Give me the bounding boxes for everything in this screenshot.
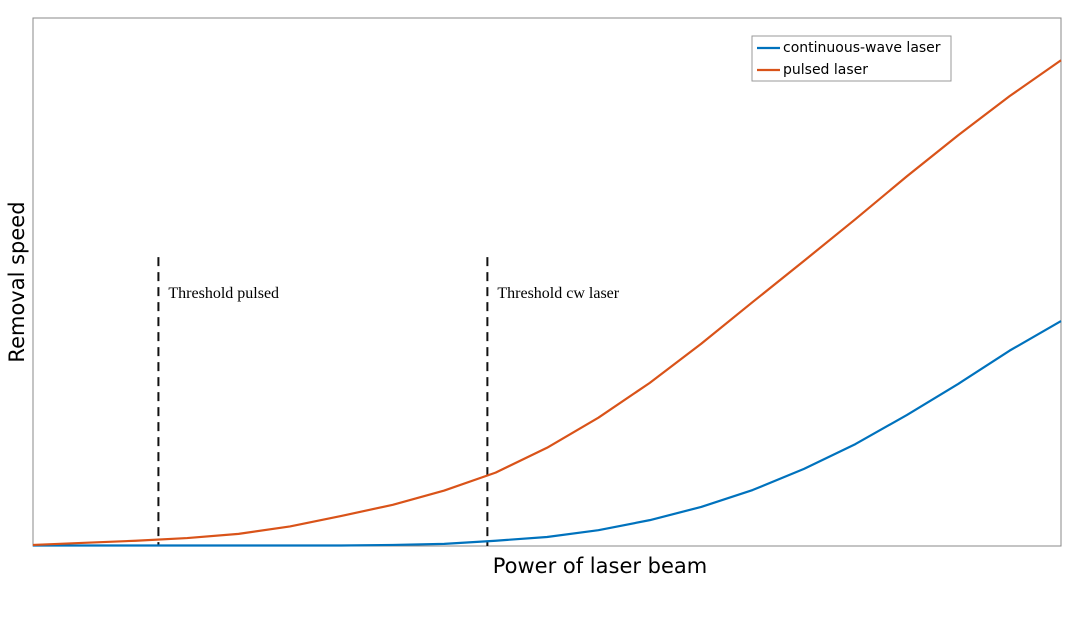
plot-frame: [32, 17, 1062, 547]
legend-label: pulsed laser: [783, 62, 868, 78]
line-series: [32, 59, 1062, 547]
annotation: Threshold cw laser: [497, 285, 619, 302]
annotation: Threshold pulsed: [168, 285, 279, 302]
line-series: [33, 320, 1062, 547]
legend-label: continuous-wave laser: [783, 40, 941, 56]
legend-box: [751, 35, 952, 82]
x-axis-label: Power of laser beam: [493, 554, 708, 578]
y-axis-label: Removal speed: [5, 201, 29, 362]
